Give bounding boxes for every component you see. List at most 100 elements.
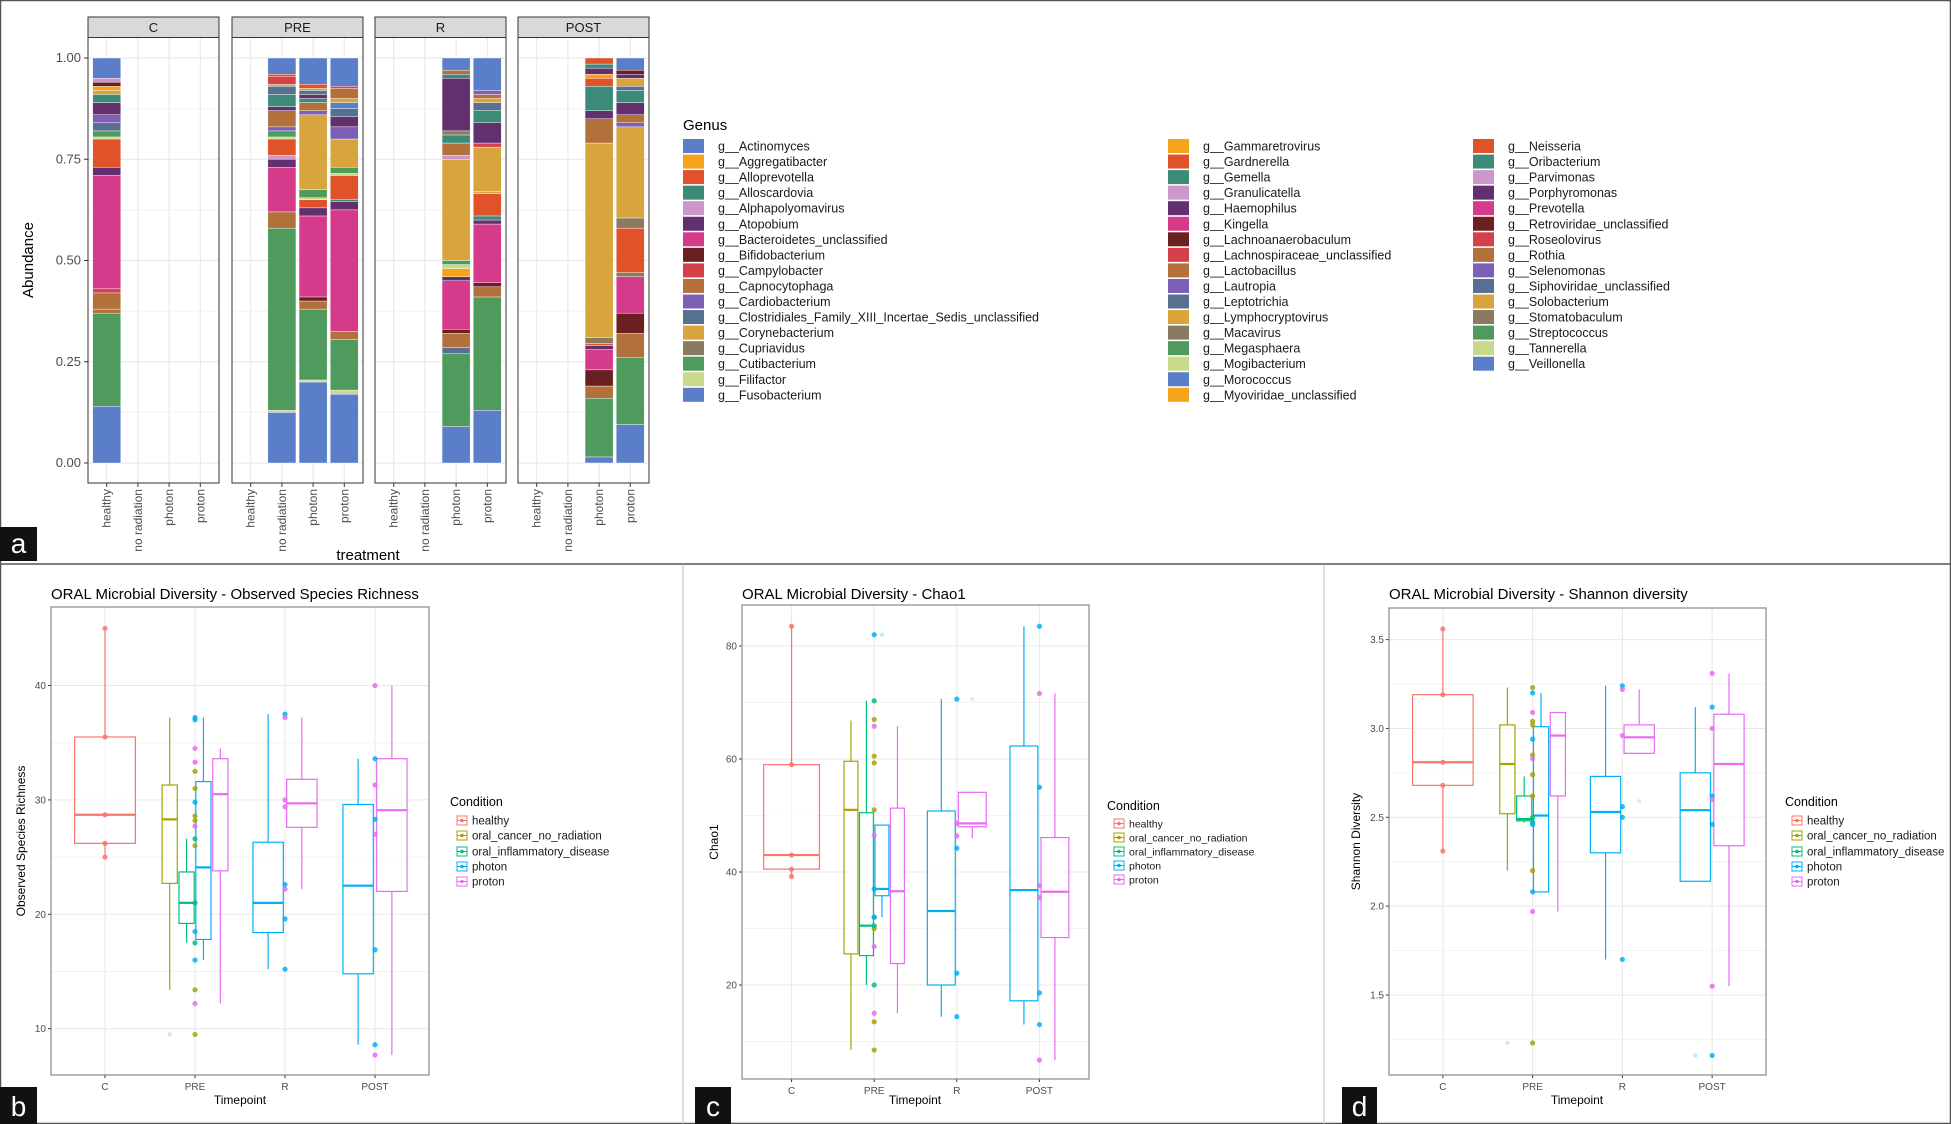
data-point: [192, 745, 198, 752]
bar-segment: [92, 138, 121, 168]
y-tick-label: 1.5: [1370, 991, 1384, 1002]
legend-item: healthy: [1791, 815, 1844, 828]
bar-segment: [616, 122, 645, 128]
legend-swatch: [683, 294, 704, 309]
box-oral_inflammatory_disease: [1516, 776, 1533, 823]
legend-item: g__Kingella: [1168, 216, 1268, 231]
legend-swatch: [1473, 263, 1494, 278]
data-point: [1619, 686, 1625, 692]
bar-segment: [267, 57, 297, 75]
box: [1589, 775, 1622, 854]
legend-item: g__Cardiobacterium: [683, 294, 831, 309]
legend-key-dot: [1117, 821, 1121, 826]
box-proton: [1623, 689, 1655, 804]
bar-segment: [330, 389, 359, 395]
legend-key-dot: [1795, 818, 1799, 823]
legend-label: g__Morococcus: [1203, 373, 1291, 387]
y-axis-title: Chao1: [707, 824, 721, 860]
panel-label: b: [11, 1091, 27, 1122]
legend-item: g__Bifidobacterium: [683, 247, 825, 262]
legend-swatch: [683, 263, 704, 278]
legend-label: g__Bacteroidetes_unclassified: [718, 233, 888, 247]
x-tick-label: no radiation: [275, 489, 289, 552]
bar-segment: [584, 86, 614, 111]
legend-label: g__Clostridiales_Family_XIII_Incertae_Se…: [718, 311, 1039, 325]
legend-swatch: [1473, 310, 1494, 325]
legend-swatch: [1168, 356, 1189, 371]
legend-label: g__Campylobacter: [718, 264, 823, 278]
legend-item: g__Capnocytophaga: [683, 278, 833, 293]
data-point: [871, 923, 877, 929]
legend-item: g__Solobacterium: [1473, 294, 1609, 309]
legend-swatch: [1473, 154, 1494, 169]
legend-swatch: [683, 356, 704, 371]
legend-key-dot: [460, 833, 464, 838]
bar-segment: [584, 110, 614, 119]
data-point: [192, 759, 198, 765]
x-tick-label: POST: [1699, 1082, 1726, 1093]
panel-label-box: [0, 527, 37, 561]
legend-item: g__Roseolovirus: [1473, 232, 1601, 247]
legend-label: g__Cupriavidus: [718, 342, 805, 356]
bar-segment: [473, 94, 502, 99]
panel-c-boxplot: ORAL Microbial Diversity - Chao1 20 40 60 80…: [707, 586, 1255, 1107]
legend-key-dot: [1795, 864, 1799, 869]
legend-item: g__Lachnoanaerobaculum: [1168, 232, 1351, 247]
data-point: [871, 807, 877, 813]
data-point: [192, 1031, 198, 1038]
bar-segment: [298, 379, 328, 383]
legend-item: g__Bacteroidetes_unclassified: [683, 232, 888, 247]
legend-swatch: [683, 139, 704, 153]
legend-swatch: [683, 325, 704, 340]
y-axis-title: Observed Species Richness: [14, 766, 28, 917]
bar-segment: [267, 110, 297, 128]
legend-swatch: [683, 154, 704, 169]
legend-label: g__Stomatobaculum: [1508, 311, 1623, 325]
bar-segment: [330, 209, 359, 332]
legend-swatch: [683, 185, 704, 200]
data-point: [1530, 684, 1536, 691]
data-point: [1619, 804, 1625, 810]
bar-segment: [473, 193, 502, 217]
data-point: [102, 734, 108, 740]
box: [1499, 724, 1516, 815]
data-point: [1530, 722, 1536, 728]
x-tick-label: photon: [592, 489, 606, 526]
bar-segment: [267, 84, 297, 87]
bar-segment: [473, 215, 502, 221]
data-point: [372, 831, 378, 837]
box-proton: [1549, 711, 1567, 912]
x-tick-label: PRE: [185, 1082, 206, 1093]
bar-segment: [616, 86, 645, 91]
legend-item: oral_inflammatory_disease: [456, 846, 609, 859]
data-point: [192, 900, 198, 906]
outlier-point: [1505, 1040, 1510, 1046]
data-point: [1036, 990, 1043, 996]
box-photon: [1589, 685, 1622, 960]
bar-segment: [616, 126, 645, 219]
legend-item: g__Tannerella: [1473, 341, 1587, 356]
x-tick-label: photon: [162, 489, 176, 526]
bar-segment: [616, 227, 645, 273]
data-point: [1440, 782, 1446, 788]
bar-segment: [330, 201, 359, 211]
bar-segment: [441, 78, 471, 132]
data-point: [1530, 718, 1536, 724]
data-point: [1440, 626, 1446, 632]
box-proton: [889, 726, 905, 1014]
bar-segment: [267, 73, 297, 77]
bar-segment: [616, 73, 645, 79]
y-tick-label: 40: [726, 868, 738, 879]
x-tick-label: no radiation: [561, 489, 575, 552]
x-tick-label: PRE: [864, 1086, 885, 1097]
bar-segment: [298, 308, 328, 381]
panel-label-box: [0, 1087, 37, 1124]
bar-segment: [473, 219, 502, 225]
bar-segment: [267, 211, 297, 229]
bar-segment: [92, 312, 121, 407]
data-point: [372, 682, 378, 689]
y-tick-label: 0.00: [56, 455, 81, 470]
data-point: [1709, 1052, 1715, 1059]
bar-segment: [92, 167, 121, 176]
